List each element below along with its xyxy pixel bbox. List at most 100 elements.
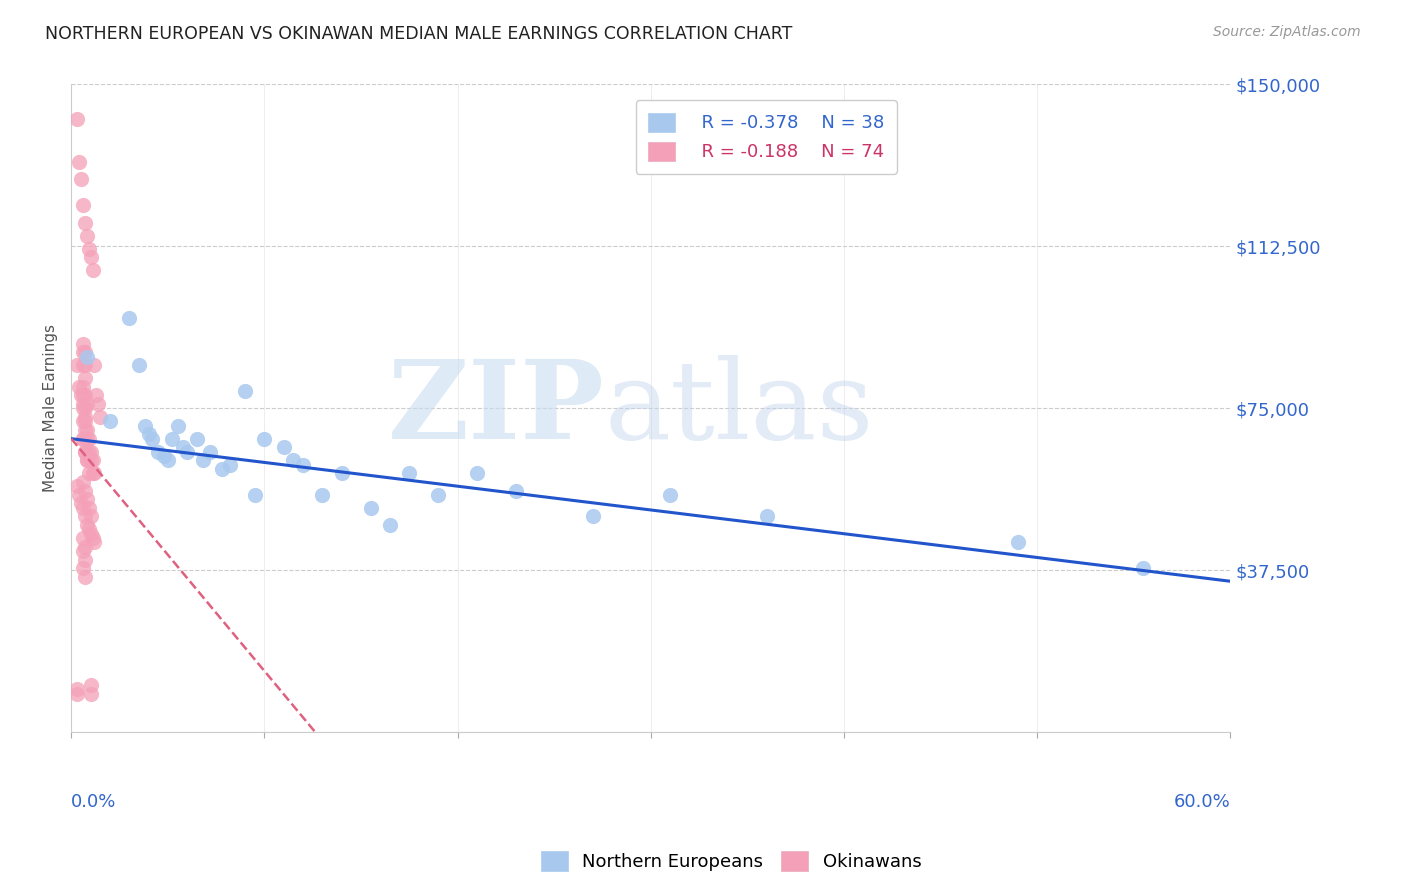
Point (505, 483, 527, 498)
Point (76, 432, 98, 446)
Point (82, 263, 104, 277)
Point (79, 526, 101, 541)
Point (128, 358, 150, 372)
Point (79, 453, 101, 467)
Point (72, 414, 94, 428)
Point (86, 388, 108, 402)
Text: atlas: atlas (605, 355, 875, 462)
Y-axis label: Median Male Earnings: Median Male Earnings (44, 325, 58, 492)
Point (82, 453, 104, 467)
Text: 60.0%: 60.0% (1174, 793, 1230, 811)
Point (66, 687, 89, 701)
Point (172, 440, 194, 454)
Point (73, 216, 96, 230)
Point (73, 570, 96, 584)
Legend:   R = -0.378    N = 38,   R = -0.188    N = 74: R = -0.378 N = 38, R = -0.188 N = 74 (636, 100, 897, 174)
Point (72, 432, 94, 446)
Point (82, 467, 104, 481)
Point (77, 242, 100, 256)
Point (72, 500, 94, 515)
Point (73, 401, 96, 416)
Point (118, 310, 141, 325)
Point (70, 496, 93, 510)
Point (77, 432, 100, 446)
Point (70, 172, 93, 186)
Point (73, 410, 96, 425)
Point (659, 488, 682, 502)
Point (73, 444, 96, 458)
Point (72, 198, 94, 212)
Point (148, 444, 170, 458)
Point (72, 544, 94, 558)
Point (582, 509, 605, 524)
Point (141, 432, 163, 446)
Point (83, 467, 105, 481)
Point (233, 384, 256, 399)
Point (160, 432, 183, 446)
Point (67, 380, 90, 394)
Text: 0.0%: 0.0% (72, 793, 117, 811)
Point (292, 458, 315, 472)
Point (76, 228, 98, 243)
Point (273, 440, 295, 454)
Point (76, 453, 98, 467)
Point (191, 453, 214, 467)
Point (72, 358, 94, 372)
Point (360, 500, 382, 515)
Point (73, 444, 96, 458)
Point (465, 467, 488, 481)
Point (79, 250, 101, 264)
Point (134, 418, 156, 433)
Point (378, 518, 401, 533)
Point (66, 112, 89, 126)
Point (66, 682, 89, 697)
Point (67, 488, 90, 502)
Point (73, 358, 96, 372)
Point (211, 462, 233, 476)
Point (72, 475, 94, 489)
Point (77, 523, 100, 537)
Point (72, 336, 94, 351)
Point (72, 401, 94, 416)
Point (79, 678, 101, 692)
Point (98, 414, 121, 428)
Point (176, 444, 198, 458)
Point (73, 423, 96, 437)
Point (77, 467, 100, 481)
Point (73, 540, 96, 554)
Point (153, 449, 176, 463)
Point (72, 531, 94, 545)
Point (72, 380, 94, 394)
Point (89, 410, 111, 425)
Point (72, 397, 94, 411)
Point (73, 509, 96, 524)
Point (73, 552, 96, 566)
Point (311, 488, 333, 502)
Point (82, 531, 104, 545)
Point (330, 467, 353, 481)
Point (218, 458, 240, 472)
Point (253, 432, 276, 446)
Point (76, 492, 98, 507)
Point (73, 414, 96, 428)
Point (67, 155, 90, 169)
Point (186, 432, 208, 446)
Point (72, 345, 94, 359)
Point (200, 444, 222, 458)
Point (73, 371, 96, 385)
Point (76, 350, 98, 364)
Point (66, 479, 89, 493)
Point (66, 358, 89, 372)
Point (398, 467, 420, 481)
Point (138, 427, 160, 442)
Text: ZIP: ZIP (388, 355, 605, 462)
Point (1132, 561, 1154, 575)
Point (427, 488, 450, 502)
Point (755, 509, 778, 524)
Point (70, 388, 93, 402)
Legend: Northern Europeans, Okinawans: Northern Europeans, Okinawans (533, 844, 929, 879)
Point (77, 500, 100, 515)
Point (79, 509, 101, 524)
Point (87, 397, 110, 411)
Point (83, 358, 105, 372)
